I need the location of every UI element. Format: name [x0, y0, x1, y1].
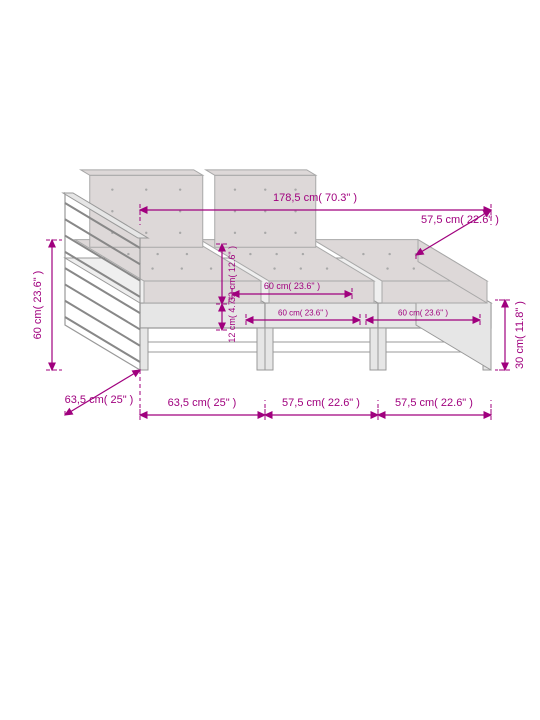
- dimension-label-bot1: 63,5 cm( 25" ): [168, 397, 237, 409]
- dimension-label-bot_diag: 63,5 cm( 25" ): [65, 394, 134, 406]
- dimension-label-back_w: 60 cm( 23.6" ): [264, 281, 320, 291]
- diagram-root: 178,5 cm( 70.3" ) 57,5 cm( 22.6" ) 60 cm( …: [0, 0, 540, 720]
- dimension-label-left_h: 60 cm( 23.6" ): [32, 271, 44, 340]
- dimension-label-top_len: 178,5 cm( 70.3" ): [273, 192, 357, 204]
- dimension-label-seat_w1: 60 cm( 23.6" ): [278, 309, 328, 318]
- dimension-label-top_depth: 57,5 cm( 22.6" ): [421, 214, 499, 226]
- dimension-label-seat_h: 12 cm( 4.7" ): [227, 291, 237, 342]
- diagram-svg: [0, 0, 540, 720]
- dimension-label-right_h: 30 cm( 11.8" ): [514, 301, 526, 369]
- dimension-label-bot2: 57,5 cm( 22.6" ): [282, 397, 360, 409]
- dimension-label-seat_w2: 60 cm( 23.6" ): [398, 309, 448, 318]
- dimension-label-bot3: 57,5 cm( 22.6" ): [395, 397, 473, 409]
